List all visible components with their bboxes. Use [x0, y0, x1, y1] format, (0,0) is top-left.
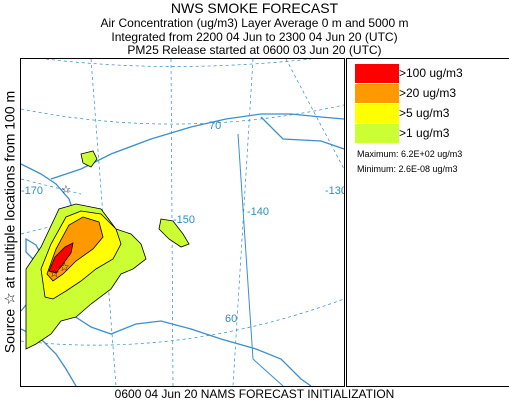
grid-label-lat-70: 70 — [209, 120, 221, 132]
legend-minimum: Minimum: 2.6E-08 ug/m3 — [357, 164, 458, 174]
grid-label-lon-170: -170 — [21, 185, 43, 197]
legend-swatch — [355, 124, 399, 143]
source-star-icon: ☆ — [49, 266, 60, 280]
legend-item-gt5: >5 ug/m3 — [355, 104, 505, 123]
legend-item-gt100: >100 ug/m3 — [355, 64, 505, 83]
source-star-icon: ☆ — [61, 184, 71, 196]
legend-maximum: Maximum: 6.2E+02 ug/m3 — [357, 149, 463, 159]
release-info: PM25 Release started at 0600 03 Jun 20 (… — [127, 43, 382, 57]
integration-period: Integrated from 2200 04 Jun to 2300 04 J… — [111, 30, 398, 44]
legend-swatch — [355, 104, 399, 123]
source-side-text: Source ☆ at multiple locations from 100 … — [1, 90, 18, 353]
smoke-patch-east — [158, 218, 190, 248]
grid-label-lon-130: -130 — [325, 185, 344, 197]
canada-border — [237, 133, 284, 386]
legend-label: >1 ug/m3 — [399, 126, 450, 140]
legend-swatch — [355, 84, 399, 103]
legend-panel: >100 ug/m3 >20 ug/m3 >5 ug/m3 >1 ug/m3 M… — [346, 58, 509, 387]
legend-swatch — [355, 64, 399, 83]
lat-line-high — [45, 59, 312, 67]
lat-line-60 — [21, 298, 344, 346]
grid-label-lon-150: -150 — [173, 214, 195, 226]
grid-label-lat-60: 60 — [225, 313, 237, 325]
lon-line-170 — [21, 178, 82, 195]
legend-item-gt20: >20 ug/m3 — [355, 84, 505, 103]
smoke-contour-gt100 — [48, 242, 74, 274]
forecast-initialization: 0600 04 Jun 20 NAMS FORECAST INITIALIZAT… — [114, 387, 395, 401]
map-panel: ☆ ☆ ☆ -170 -150 -140 -130 70 60 — [20, 58, 345, 387]
lon-line-130 — [285, 59, 344, 170]
legend-label: >5 ug/m3 — [399, 106, 450, 120]
source-star-icon: ☆ — [59, 260, 70, 274]
lon-line-140 — [232, 59, 254, 386]
map-svg: ☆ ☆ ☆ -170 -150 -140 -130 70 60 — [21, 59, 344, 386]
smoke-patch-north — [80, 150, 98, 168]
lat-line-70 — [21, 104, 344, 125]
forecast-title: NWS SMOKE FORECAST — [170, 0, 339, 16]
legend-item-gt1: >1 ug/m3 — [355, 124, 505, 143]
legend-label: >20 ug/m3 — [399, 86, 457, 100]
legend-label: >100 ug/m3 — [399, 66, 463, 80]
concentration-subtitle: Air Concentration (ug/m3) Layer Average … — [100, 16, 409, 30]
source-side-label: Source ☆ at multiple locations from 100 … — [0, 58, 20, 385]
grid-label-lon-140: -140 — [247, 206, 269, 218]
